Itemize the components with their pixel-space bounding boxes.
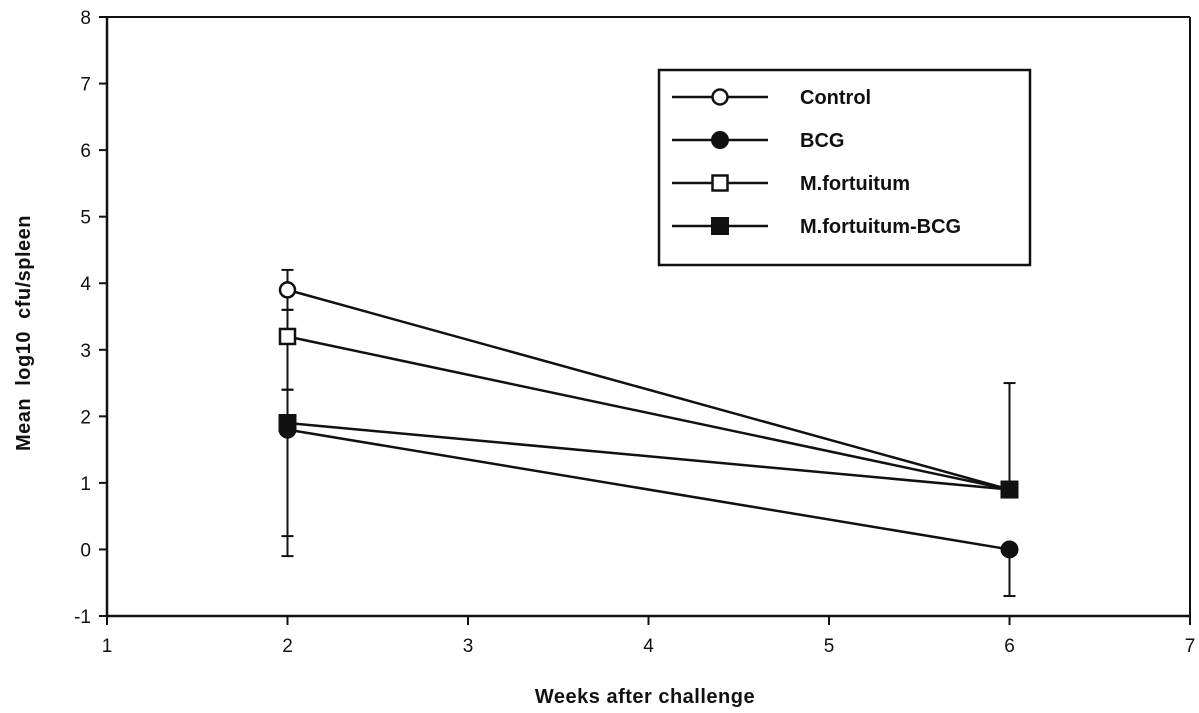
y-tick-label: 6	[80, 141, 91, 162]
y-tick-label: 0	[80, 540, 91, 561]
legend-marker	[711, 217, 729, 235]
x-tick-label: 3	[463, 636, 474, 657]
data-point	[1000, 480, 1019, 499]
y-tick-label: 8	[80, 8, 91, 29]
y-tick-label: -1	[74, 607, 91, 628]
y-tick-label: 7	[80, 75, 91, 96]
data-point	[1000, 540, 1019, 559]
series-line	[287, 428, 1010, 551]
legend-marker	[711, 174, 729, 192]
legend-label: M.fortuitum	[800, 173, 910, 195]
x-tick-label: 4	[643, 636, 654, 657]
y-axis-title: Mean log10 cfu/spleen	[13, 215, 35, 451]
legend-marker	[711, 131, 729, 149]
data-point	[278, 413, 297, 432]
legend-label: Control	[800, 87, 871, 109]
x-axis-title: Weeks after challenge	[535, 686, 755, 708]
x-tick-label: 2	[282, 636, 293, 657]
data-markers	[278, 281, 1019, 559]
series-lines	[287, 288, 1010, 551]
x-axis: 1 2 3 4 5 6 7	[102, 616, 1196, 657]
y-axis: -1 0 1 2 3 4 5 6 7 8	[74, 8, 107, 628]
y-tick-label: 1	[80, 474, 91, 495]
y-tick-label: 5	[80, 208, 91, 229]
y-tick-label: 3	[80, 341, 91, 362]
y-tick-label: 2	[80, 407, 91, 428]
y-tick-label: 4	[80, 274, 91, 295]
legend-label: BCG	[800, 130, 844, 152]
data-point	[278, 281, 297, 299]
legend-label: M.fortuitum-BCG	[800, 216, 961, 238]
x-tick-label: 6	[1004, 636, 1015, 657]
series-line	[287, 421, 1010, 491]
series-line	[287, 288, 1010, 491]
series-line	[287, 335, 1010, 491]
x-tick-label: 5	[824, 636, 835, 657]
x-tick-label: 1	[102, 636, 113, 657]
legend: Control BCG M.fortuitum M.fortuitum-BCG	[657, 68, 1032, 267]
x-tick-label: 7	[1185, 636, 1196, 657]
data-point	[278, 327, 297, 346]
legend-marker	[711, 88, 729, 106]
